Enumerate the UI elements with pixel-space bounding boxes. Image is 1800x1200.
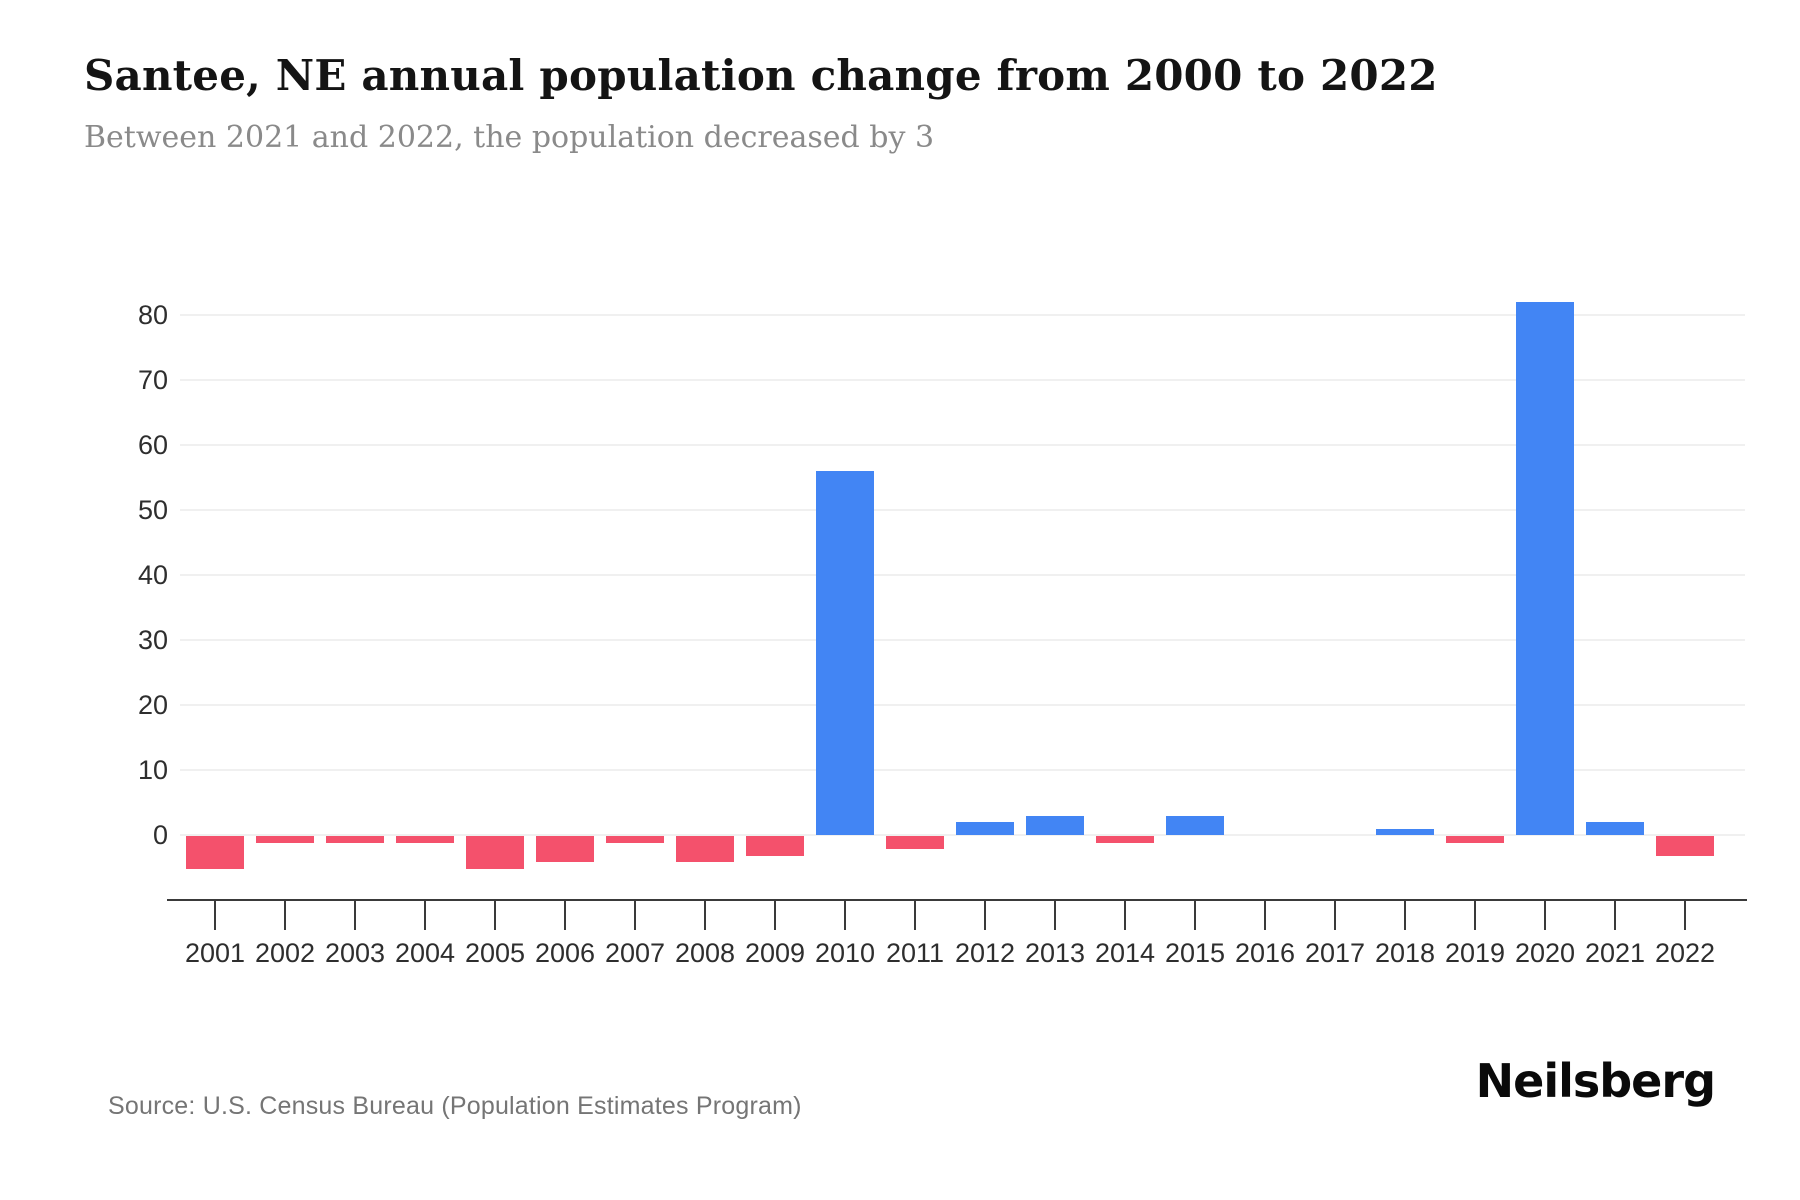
x-axis-label-2010: 2010	[814, 938, 876, 968]
x-axis-label-2009: 2009	[744, 938, 806, 968]
source-note: Source: U.S. Census Bureau (Population E…	[108, 1092, 802, 1120]
x-axis-label-2019: 2019	[1444, 938, 1506, 968]
x-tick-2015	[1194, 899, 1196, 930]
y-axis-label-10: 10	[137, 755, 168, 785]
bar-2005[interactable]	[466, 836, 524, 869]
bar-2004[interactable]	[396, 836, 454, 843]
x-axis-line	[167, 899, 1747, 901]
x-tick-2018	[1404, 899, 1406, 930]
x-axis-label-2011: 2011	[885, 938, 945, 968]
bar-2007[interactable]	[606, 836, 664, 843]
bar-2021[interactable]	[1586, 822, 1644, 835]
gridline-50	[180, 509, 1745, 511]
bar-2018[interactable]	[1376, 828, 1434, 835]
x-axis-label-2001: 2001	[184, 938, 246, 968]
x-tick-2011	[914, 899, 916, 930]
bar-2014[interactable]	[1096, 836, 1154, 843]
chart-subtitle: Between 2021 and 2022, the population de…	[84, 120, 935, 156]
x-axis-label-2022: 2022	[1654, 938, 1716, 968]
bar-2008[interactable]	[676, 836, 734, 862]
y-axis-label-0: 0	[152, 820, 168, 850]
bar-2010[interactable]	[816, 471, 874, 835]
x-tick-2016	[1264, 899, 1266, 930]
bar-2020[interactable]	[1516, 302, 1574, 835]
neilsberg-logo: Neilsberg	[1475, 1054, 1716, 1108]
x-tick-2014	[1124, 899, 1126, 930]
x-tick-2017	[1334, 899, 1336, 930]
bar-2006[interactable]	[536, 836, 594, 862]
y-axis-label-50: 50	[137, 495, 168, 525]
x-tick-2003	[354, 899, 356, 930]
x-tick-2013	[1054, 899, 1056, 930]
gridline-40	[180, 574, 1745, 576]
y-axis-label-80: 80	[137, 300, 168, 330]
gridline-80	[180, 314, 1745, 316]
gridline-20	[180, 704, 1745, 706]
y-axis-label-70: 70	[137, 365, 168, 395]
x-tick-2020	[1544, 899, 1546, 930]
x-axis-label-2017: 2017	[1304, 938, 1366, 968]
x-axis-label-2012: 2012	[954, 938, 1016, 968]
x-axis-label-2016: 2016	[1234, 938, 1296, 968]
x-axis-label-2021: 2021	[1584, 938, 1646, 968]
x-axis-label-2006: 2006	[534, 938, 596, 968]
bar-2011[interactable]	[886, 836, 944, 849]
y-axis-label-60: 60	[137, 430, 168, 460]
bar-2009[interactable]	[746, 836, 804, 856]
gridline-30	[180, 639, 1745, 641]
y-axis-label-40: 40	[137, 560, 168, 590]
x-tick-2019	[1474, 899, 1476, 930]
bar-2003[interactable]	[326, 836, 384, 843]
x-axis-label-2002: 2002	[254, 938, 316, 968]
gridline-70	[180, 379, 1745, 381]
x-tick-2002	[284, 899, 286, 930]
bar-2013[interactable]	[1026, 815, 1084, 835]
bar-2019[interactable]	[1446, 836, 1504, 843]
x-tick-2008	[704, 899, 706, 930]
bar-2012[interactable]	[956, 822, 1014, 835]
gridline-10	[180, 769, 1745, 771]
x-tick-2007	[634, 899, 636, 930]
chart-header: Santee, NE annual population change from…	[84, 51, 1438, 156]
x-axis-label-2003: 2003	[324, 938, 386, 968]
x-tick-2006	[564, 899, 566, 930]
x-axis-label-2007: 2007	[604, 938, 666, 968]
x-tick-2012	[984, 899, 986, 930]
bar-2002[interactable]	[256, 836, 314, 843]
x-tick-2022	[1684, 899, 1686, 930]
chart-title: Santee, NE annual population change from…	[84, 51, 1438, 100]
y-axis-label-30: 30	[137, 625, 168, 655]
x-tick-2005	[494, 899, 496, 930]
x-axis-label-2005: 2005	[464, 938, 526, 968]
gridline-60	[180, 444, 1745, 446]
y-axis-label-20: 20	[137, 690, 168, 720]
bar-2022[interactable]	[1656, 836, 1714, 856]
x-tick-2004	[424, 899, 426, 930]
x-axis-label-2013: 2013	[1024, 938, 1086, 968]
x-axis-label-2020: 2020	[1514, 938, 1576, 968]
x-axis-label-2008: 2008	[674, 938, 736, 968]
x-axis-label-2014: 2014	[1094, 938, 1156, 968]
gridline-0	[180, 834, 1745, 836]
x-tick-2001	[214, 899, 216, 930]
x-tick-2021	[1614, 899, 1616, 930]
x-axis-label-2015: 2015	[1164, 938, 1226, 968]
x-tick-2010	[844, 899, 846, 930]
x-axis-label-2018: 2018	[1374, 938, 1436, 968]
bar-2015[interactable]	[1166, 815, 1224, 835]
x-tick-2009	[774, 899, 776, 930]
bar-2001[interactable]	[186, 836, 244, 869]
x-axis-label-2004: 2004	[394, 938, 456, 968]
